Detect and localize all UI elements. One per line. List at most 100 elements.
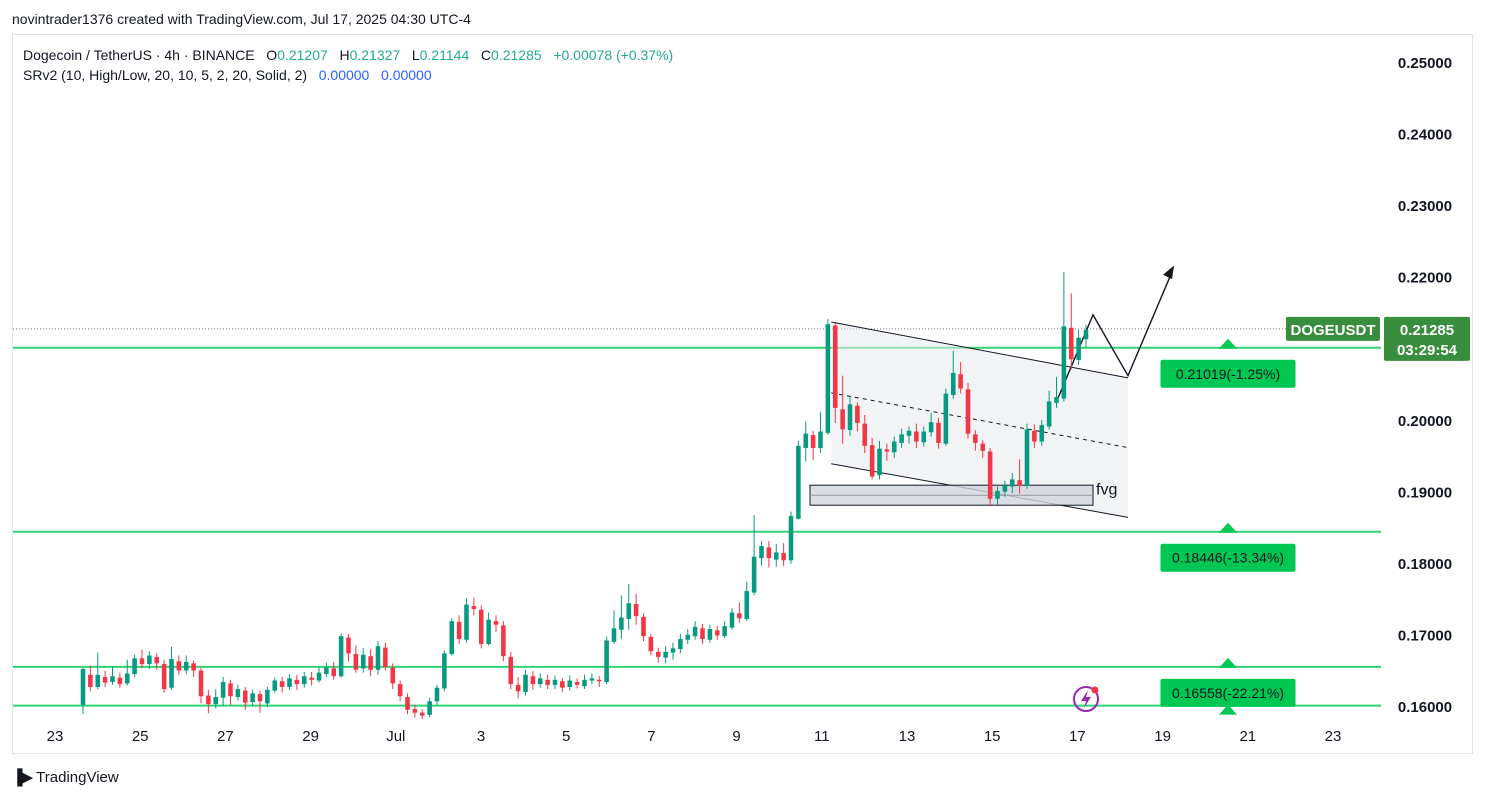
candle[interactable] [1024,423,1030,489]
last-price-badge[interactable] [1384,316,1470,361]
candle[interactable] [427,697,432,718]
candle[interactable] [707,624,713,643]
candle[interactable] [582,674,587,690]
candle[interactable] [729,608,735,630]
candle[interactable] [692,621,698,640]
candle[interactable] [198,667,204,704]
candle[interactable] [685,629,691,645]
candle[interactable] [744,581,750,622]
candle[interactable] [213,689,219,709]
candle[interactable] [869,437,875,480]
candle[interactable] [434,684,440,705]
candle[interactable] [914,423,919,448]
candle[interactable] [508,651,514,690]
tradingview-logo[interactable]: ▐▶ TradingView [12,768,119,787]
level-badge[interactable] [1160,678,1296,707]
candle[interactable] [191,660,196,677]
candle[interactable] [655,647,661,663]
level-badge[interactable] [1160,543,1296,572]
candle[interactable] [368,649,373,677]
candle[interactable] [1017,459,1022,494]
candle[interactable] [995,486,1000,505]
candle[interactable] [928,412,934,437]
candle[interactable] [242,686,248,710]
candle[interactable] [574,678,580,689]
candle[interactable] [700,623,705,645]
candle[interactable] [943,388,949,446]
candle[interactable] [589,673,595,685]
candle[interactable] [759,540,764,566]
candle[interactable] [921,426,927,447]
candle[interactable] [663,646,668,664]
candle[interactable] [884,443,890,461]
candle[interactable] [1009,473,1015,494]
candle[interactable] [419,709,425,720]
candle[interactable] [501,621,506,662]
candle[interactable] [250,689,255,707]
candle[interactable] [619,595,624,640]
candle[interactable] [987,447,993,506]
candle[interactable] [486,612,491,646]
candle[interactable] [147,651,152,670]
candle[interactable] [1046,390,1052,430]
candle[interactable] [840,375,845,444]
candle[interactable] [678,634,683,654]
candle[interactable] [796,440,801,520]
candle[interactable] [132,654,137,677]
candle[interactable] [294,674,300,690]
candle[interactable] [803,421,809,462]
candle[interactable] [1039,420,1045,446]
candle[interactable] [1083,324,1089,348]
candle[interactable] [316,667,322,683]
candle[interactable] [523,669,528,696]
candle[interactable] [338,633,344,678]
candle[interactable] [906,426,912,444]
candle[interactable] [353,645,359,673]
candle[interactable] [449,618,455,656]
candle[interactable] [855,402,860,432]
candle[interactable] [552,675,558,690]
candle[interactable] [604,636,609,685]
candle[interactable] [390,663,396,690]
candle[interactable] [464,598,469,643]
candle[interactable] [891,436,897,458]
candle[interactable] [899,428,904,448]
legend-indicator[interactable]: SRv2 (10, High/Low, 20, 10, 5, 2, 20, So… [23,67,308,83]
candle[interactable] [958,362,963,394]
candle[interactable] [1002,480,1008,497]
candle[interactable] [596,676,602,687]
candle[interactable] [309,671,314,686]
candle[interactable] [88,665,93,692]
candle[interactable] [206,689,211,714]
candle[interactable] [183,655,189,675]
candle[interactable] [235,684,241,701]
candle[interactable] [124,659,130,686]
legend-symbol[interactable]: Dogecoin / TetherUS · 4h · BINANCE [23,47,255,63]
candle[interactable] [1068,293,1074,370]
channel-mid-line[interactable] [831,392,1129,449]
candle[interactable] [493,615,499,632]
candle[interactable] [818,412,823,453]
candle[interactable] [1032,424,1037,448]
candle[interactable] [980,440,986,458]
candle[interactable] [781,543,786,567]
candle[interactable] [279,676,285,693]
candle[interactable] [788,511,794,564]
candle[interactable] [110,666,115,685]
candle[interactable] [95,652,101,690]
candle[interactable] [530,671,536,690]
candle[interactable] [936,417,941,449]
candle[interactable] [722,621,727,639]
candle[interactable] [847,396,853,436]
candle[interactable] [102,670,108,687]
candle[interactable] [633,593,639,625]
candle[interactable] [1061,271,1067,402]
channel-fill[interactable] [831,322,1128,518]
candle[interactable] [301,671,307,688]
symbol-badge[interactable] [1286,316,1380,341]
candle[interactable] [1054,377,1059,408]
candle[interactable] [1076,329,1081,365]
candle[interactable] [626,583,632,630]
candle[interactable] [545,674,550,690]
